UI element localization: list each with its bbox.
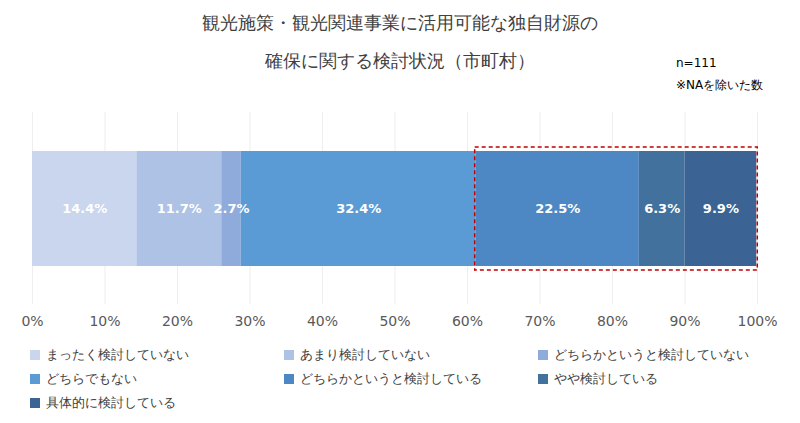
svg-text:11.7%: 11.7% xyxy=(157,201,202,216)
svg-text:2.7%: 2.7% xyxy=(213,201,249,216)
html-text:あまり検討していない: あまり検討していない xyxy=(300,347,430,362)
html-text:やや検討している: やや検討している xyxy=(554,371,658,386)
html-text:観光施策・観光関連事業に活用可能な独自財源の 確保に関する検: 観光施策・観光関連事業に活用可能な独自財源の 確保に関する検討状況（市町村） xyxy=(202,12,598,71)
html-text:具体的に検討している: 具体的に検討している xyxy=(46,395,176,410)
svg-text:90%: 90% xyxy=(669,313,700,329)
html-text:まったく検討していない: まったく検討していない xyxy=(46,347,189,362)
svg-text:60%: 60% xyxy=(452,313,483,329)
svg-text:6.3%: 6.3% xyxy=(644,201,680,216)
svg-text:80%: 80% xyxy=(597,313,628,329)
svg-text:30%: 30% xyxy=(234,313,265,329)
svg-text:10%: 10% xyxy=(89,313,120,329)
html-text:どちらでもない: どちらでもない xyxy=(46,371,137,386)
svg-text:70%: 70% xyxy=(524,313,555,329)
html-text:どちらかというと検討している: どちらかというと検討している xyxy=(300,371,482,386)
svg-text:14.4%: 14.4% xyxy=(62,201,107,216)
svg-text:0%: 0% xyxy=(21,313,43,329)
svg-text:100%: 100% xyxy=(737,313,777,329)
svg-text:32.4%: 32.4% xyxy=(336,201,381,216)
html-text:n=111: n=111 xyxy=(676,56,717,70)
svg-text:50%: 50% xyxy=(379,313,410,329)
svg-text:20%: 20% xyxy=(162,313,193,329)
svg-text:9.9%: 9.9% xyxy=(703,201,739,216)
svg-text:40%: 40% xyxy=(307,313,338,329)
html-text:※NAを除いた数: ※NAを除いた数 xyxy=(676,78,764,92)
svg-text:22.5%: 22.5% xyxy=(535,201,580,216)
html-text:どちらかというと検討していない: どちらかというと検討していない xyxy=(554,347,749,362)
